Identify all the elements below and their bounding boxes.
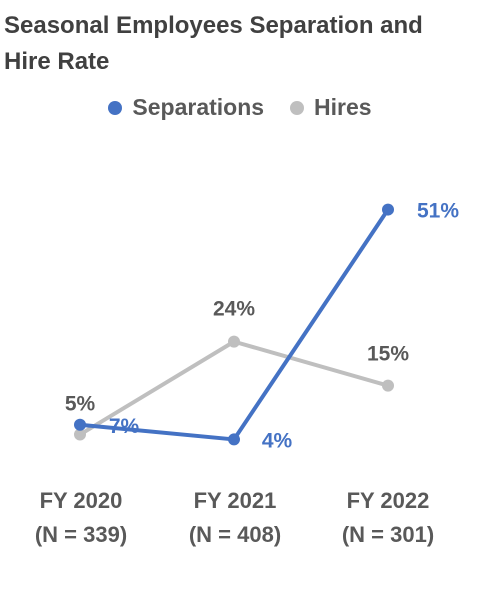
category-label-fy2020: FY 2020 (N = 339) bbox=[1, 484, 161, 552]
legend-marker-hires bbox=[290, 100, 305, 115]
data-point-separations-1 bbox=[228, 433, 240, 446]
category-label-fy2021: FY 2021 (N = 408) bbox=[155, 484, 315, 552]
category-label-fy2020-n: (N = 339) bbox=[34, 522, 128, 547]
chart-legend: Separations Hires bbox=[0, 94, 480, 121]
data-point-hires-1 bbox=[228, 335, 240, 348]
category-label-fy2022-n: (N = 301) bbox=[341, 522, 435, 547]
legend-label-separations: Separations bbox=[132, 94, 265, 120]
data-label-separations-2: 51% bbox=[417, 200, 459, 223]
category-label-fy2020-year: FY 2020 bbox=[39, 488, 123, 513]
legend-label-hires: Hires bbox=[314, 94, 372, 120]
data-label-hires-0: 5% bbox=[65, 393, 96, 416]
category-label-fy2021-n: (N = 408) bbox=[188, 522, 282, 547]
data-label-separations-0: 7% bbox=[109, 415, 140, 438]
data-label-separations-1: 4% bbox=[262, 429, 293, 452]
category-label-fy2021-year: FY 2021 bbox=[193, 488, 277, 513]
category-label-fy2022-year: FY 2022 bbox=[346, 488, 430, 513]
chart-title: Seasonal Employees Separation and Hire R… bbox=[4, 12, 423, 75]
data-point-separations-2 bbox=[382, 203, 394, 216]
data-point-hires-0 bbox=[74, 428, 86, 441]
data-point-hires-2 bbox=[382, 379, 394, 392]
category-label-fy2022: FY 2022 (N = 301) bbox=[308, 484, 468, 552]
data-label-hires-1: 24% bbox=[213, 298, 255, 321]
legend-item-hires: Hires bbox=[290, 94, 372, 121]
legend-marker-separations bbox=[108, 100, 123, 115]
data-point-separations-0 bbox=[74, 418, 86, 431]
legend-item-separations: Separations bbox=[108, 94, 264, 121]
data-label-hires-2: 15% bbox=[367, 343, 409, 366]
